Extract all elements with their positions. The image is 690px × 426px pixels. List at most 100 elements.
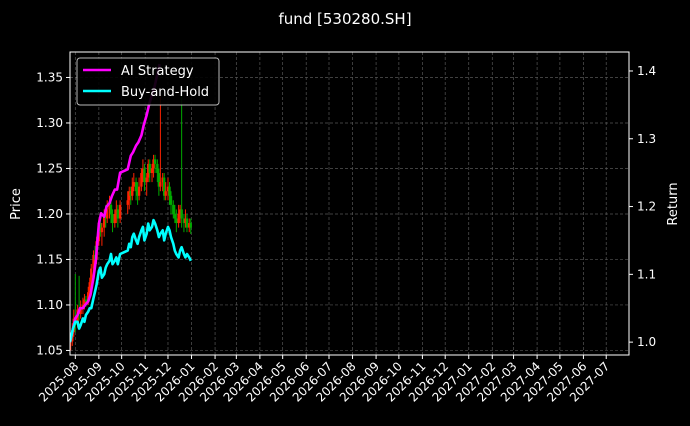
candlestick <box>136 182 139 205</box>
candlestick <box>164 182 167 201</box>
candlestick <box>178 204 182 224</box>
candlestick <box>173 204 177 224</box>
candlestick <box>159 95 162 192</box>
plot-content <box>70 63 192 354</box>
candle-body <box>113 213 117 224</box>
candlestick <box>113 209 117 228</box>
candlestick <box>168 182 171 205</box>
candle-body <box>106 209 109 219</box>
candle-body <box>88 282 91 293</box>
candle-body <box>145 177 148 183</box>
candle-body <box>104 213 107 219</box>
candlestick <box>70 336 72 354</box>
candle-body <box>129 191 132 196</box>
candlestick <box>141 159 145 183</box>
y-tick-label-left: 1.05 <box>36 343 63 357</box>
candlestick <box>116 204 120 228</box>
candle-body <box>172 204 175 214</box>
y-tick-label-left: 1.20 <box>36 207 63 221</box>
candle-body <box>177 213 180 224</box>
legend-box <box>76 57 220 106</box>
candle-body <box>136 191 139 196</box>
candlestick <box>132 173 135 192</box>
y-tick-label-right: 1.4 <box>637 64 656 78</box>
plot-frame <box>69 51 630 356</box>
candlestick <box>148 159 151 183</box>
candle-body <box>173 213 177 219</box>
candle-body <box>83 299 86 305</box>
y-tick-label-left: 1.30 <box>36 116 63 130</box>
candlestick <box>166 177 170 201</box>
candlestick <box>129 186 132 205</box>
y-tick-label-right: 1.0 <box>637 335 656 349</box>
y-tick-label-right: 1.1 <box>637 267 656 281</box>
candle-body <box>189 223 192 228</box>
candlestick <box>172 200 175 219</box>
candle-body <box>184 218 187 224</box>
candle-body <box>109 204 113 214</box>
candlestick <box>131 177 134 201</box>
candlestick <box>185 213 189 233</box>
candlestick <box>182 213 186 233</box>
candlestick <box>147 159 150 183</box>
candlestick <box>137 177 141 201</box>
candle-body <box>156 163 159 174</box>
candle-body <box>108 204 111 210</box>
candle-body <box>87 292 90 302</box>
candle-body <box>182 218 186 224</box>
candlestick <box>145 173 148 196</box>
candlestick <box>134 177 138 201</box>
candle-body <box>115 209 118 214</box>
candlestick <box>177 204 180 228</box>
candle-body <box>126 200 129 205</box>
candlestick <box>156 159 159 183</box>
candle-body <box>143 168 146 183</box>
candle-body <box>137 186 141 196</box>
candle-body <box>118 204 122 219</box>
candlestick <box>109 200 113 224</box>
candle-body <box>102 213 106 228</box>
candlestick <box>150 163 154 183</box>
candlestick <box>152 154 155 178</box>
candlestick <box>100 223 104 246</box>
candle-body <box>90 268 93 283</box>
buy-and-hold-line <box>70 218 192 343</box>
candlestick <box>162 173 166 201</box>
candle-body <box>168 186 171 196</box>
candle-body <box>84 299 88 302</box>
candle-body <box>153 159 157 164</box>
candle-body <box>175 218 178 224</box>
candle-body <box>70 341 72 351</box>
candle-body <box>152 159 155 169</box>
candle-body <box>116 209 120 219</box>
chart-title: fund [530280.SH] <box>278 10 411 28</box>
candlestick <box>140 168 143 192</box>
candle-body <box>185 218 189 228</box>
candle-body <box>92 254 95 269</box>
candlestick <box>188 218 191 233</box>
candlestick <box>175 209 178 233</box>
candle-body <box>100 227 104 233</box>
candlestick <box>118 200 122 224</box>
candle-body <box>140 173 143 187</box>
candle-body <box>147 163 150 178</box>
candlestick <box>143 163 146 192</box>
candle-body <box>188 223 191 228</box>
y-tick-label-right: 1.2 <box>637 200 656 214</box>
candlestick <box>157 168 161 196</box>
legend-label: Buy-and-Hold <box>121 85 209 100</box>
candle-body <box>134 182 138 192</box>
candlestick <box>111 209 114 233</box>
candle-body <box>148 163 151 174</box>
candle-body <box>162 177 166 196</box>
candle-body <box>157 173 161 187</box>
candle-body <box>164 191 167 196</box>
candle-body <box>161 177 164 183</box>
candlestick <box>126 191 129 214</box>
legend-label: AI Strategy <box>121 64 194 79</box>
y-tick-label-left: 1.35 <box>36 70 63 84</box>
candle-body <box>150 168 154 174</box>
candle-body <box>111 213 114 224</box>
